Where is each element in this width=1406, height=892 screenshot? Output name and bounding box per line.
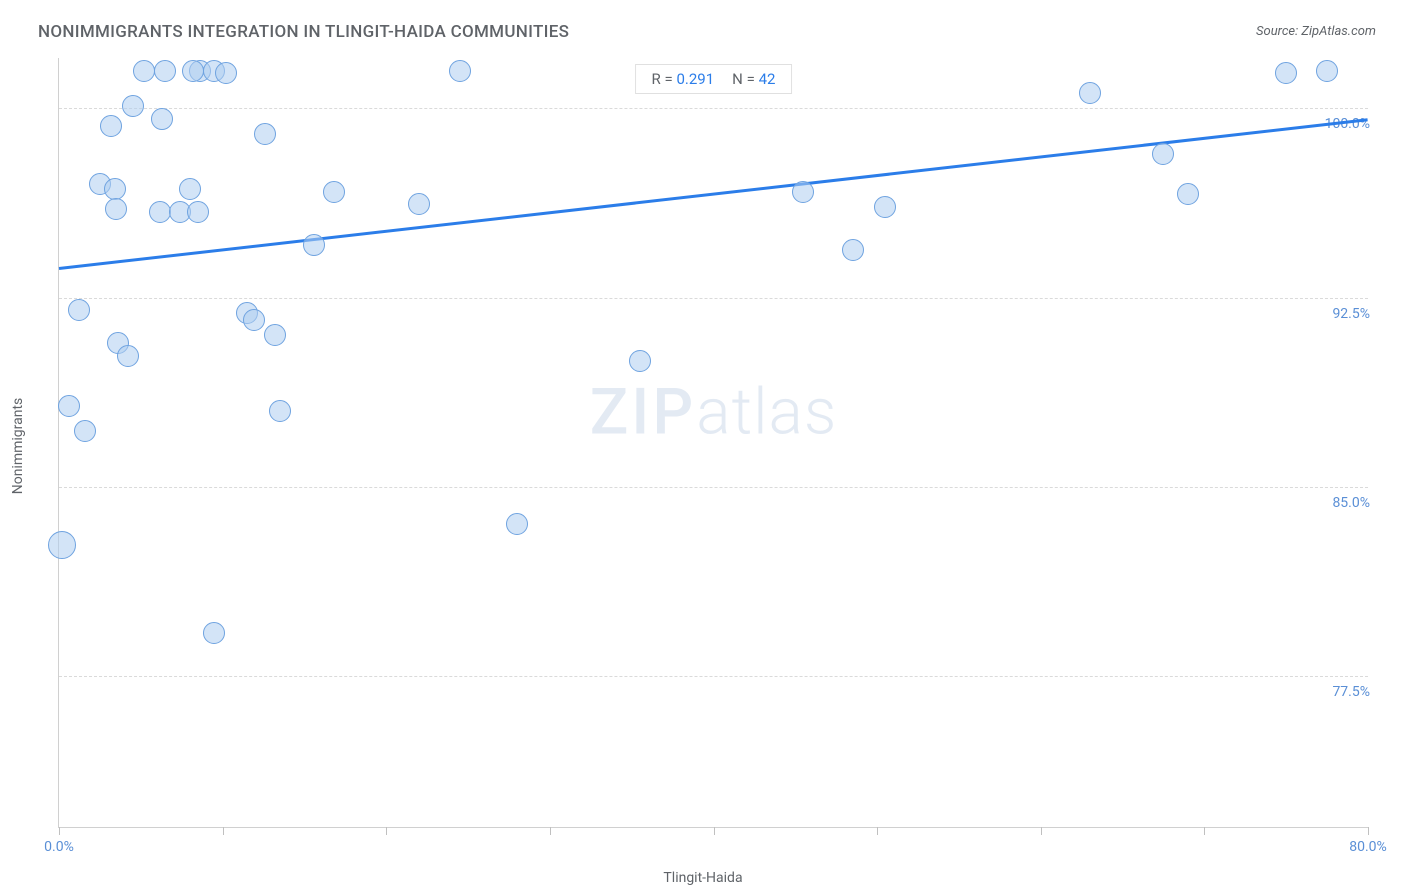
data-point xyxy=(187,201,209,223)
x-axis-label: Tlingit-Haida xyxy=(663,870,742,886)
data-point xyxy=(48,531,76,559)
stats-box: R = 0.291 N = 42 xyxy=(635,64,793,94)
data-point xyxy=(122,95,144,117)
data-point xyxy=(323,181,345,203)
y-axis-label: Nonimmigrants xyxy=(10,398,26,495)
data-point xyxy=(215,62,237,84)
gridline xyxy=(59,487,1368,488)
data-point xyxy=(243,309,265,331)
data-point xyxy=(154,60,176,82)
data-point xyxy=(629,350,651,372)
data-point xyxy=(1152,143,1174,165)
data-point xyxy=(264,324,286,346)
gridline xyxy=(59,676,1368,677)
data-point xyxy=(151,108,173,130)
data-point xyxy=(1316,60,1338,82)
data-point xyxy=(449,60,471,82)
x-tick xyxy=(1204,827,1205,835)
data-point xyxy=(1177,183,1199,205)
data-point xyxy=(203,622,225,644)
plot-area: 77.5%85.0%92.5%100.0% 0.0%80.0% ZIPatlas… xyxy=(58,58,1368,828)
data-point xyxy=(68,299,90,321)
data-point xyxy=(105,198,127,220)
y-tick-label: 85.0% xyxy=(1328,495,1370,511)
gridline xyxy=(59,108,1368,109)
data-point xyxy=(408,193,430,215)
x-tick xyxy=(59,827,60,835)
x-tick xyxy=(223,827,224,835)
x-tick-label: 80.0% xyxy=(1349,839,1387,855)
x-tick xyxy=(714,827,715,835)
x-tick xyxy=(1041,827,1042,835)
data-point xyxy=(58,395,80,417)
data-point xyxy=(792,181,814,203)
x-tick xyxy=(386,827,387,835)
x-tick xyxy=(1368,827,1369,835)
data-point xyxy=(1275,62,1297,84)
data-point xyxy=(117,345,139,367)
regression-line xyxy=(59,119,1368,271)
x-tick xyxy=(877,827,878,835)
chart-container: NONIMMIGRANTS INTEGRATION IN TLINGIT-HAI… xyxy=(0,0,1406,892)
y-tick-label: 77.5% xyxy=(1328,684,1370,700)
watermark-zip: ZIP xyxy=(590,374,697,449)
data-point xyxy=(133,60,155,82)
data-point xyxy=(182,60,204,82)
data-point xyxy=(104,178,126,200)
data-point xyxy=(842,239,864,261)
x-tick-label: 0.0% xyxy=(44,839,74,855)
y-tick-label: 92.5% xyxy=(1328,306,1370,322)
data-point xyxy=(1079,82,1101,104)
data-point xyxy=(506,513,528,535)
stats-r: R = 0.291 xyxy=(652,70,715,88)
data-point xyxy=(874,196,896,218)
chart-source: Source: ZipAtlas.com xyxy=(1256,24,1376,39)
data-point xyxy=(303,234,325,256)
data-point xyxy=(269,400,291,422)
x-tick xyxy=(550,827,551,835)
watermark-atlas: atlas xyxy=(696,374,837,449)
data-point xyxy=(100,115,122,137)
chart-title: NONIMMIGRANTS INTEGRATION IN TLINGIT-HAI… xyxy=(38,22,569,42)
watermark: ZIPatlas xyxy=(590,374,838,449)
stats-n: N = 42 xyxy=(732,70,775,88)
data-point xyxy=(254,123,276,145)
gridline xyxy=(59,298,1368,299)
data-point xyxy=(179,178,201,200)
data-point xyxy=(74,420,96,442)
